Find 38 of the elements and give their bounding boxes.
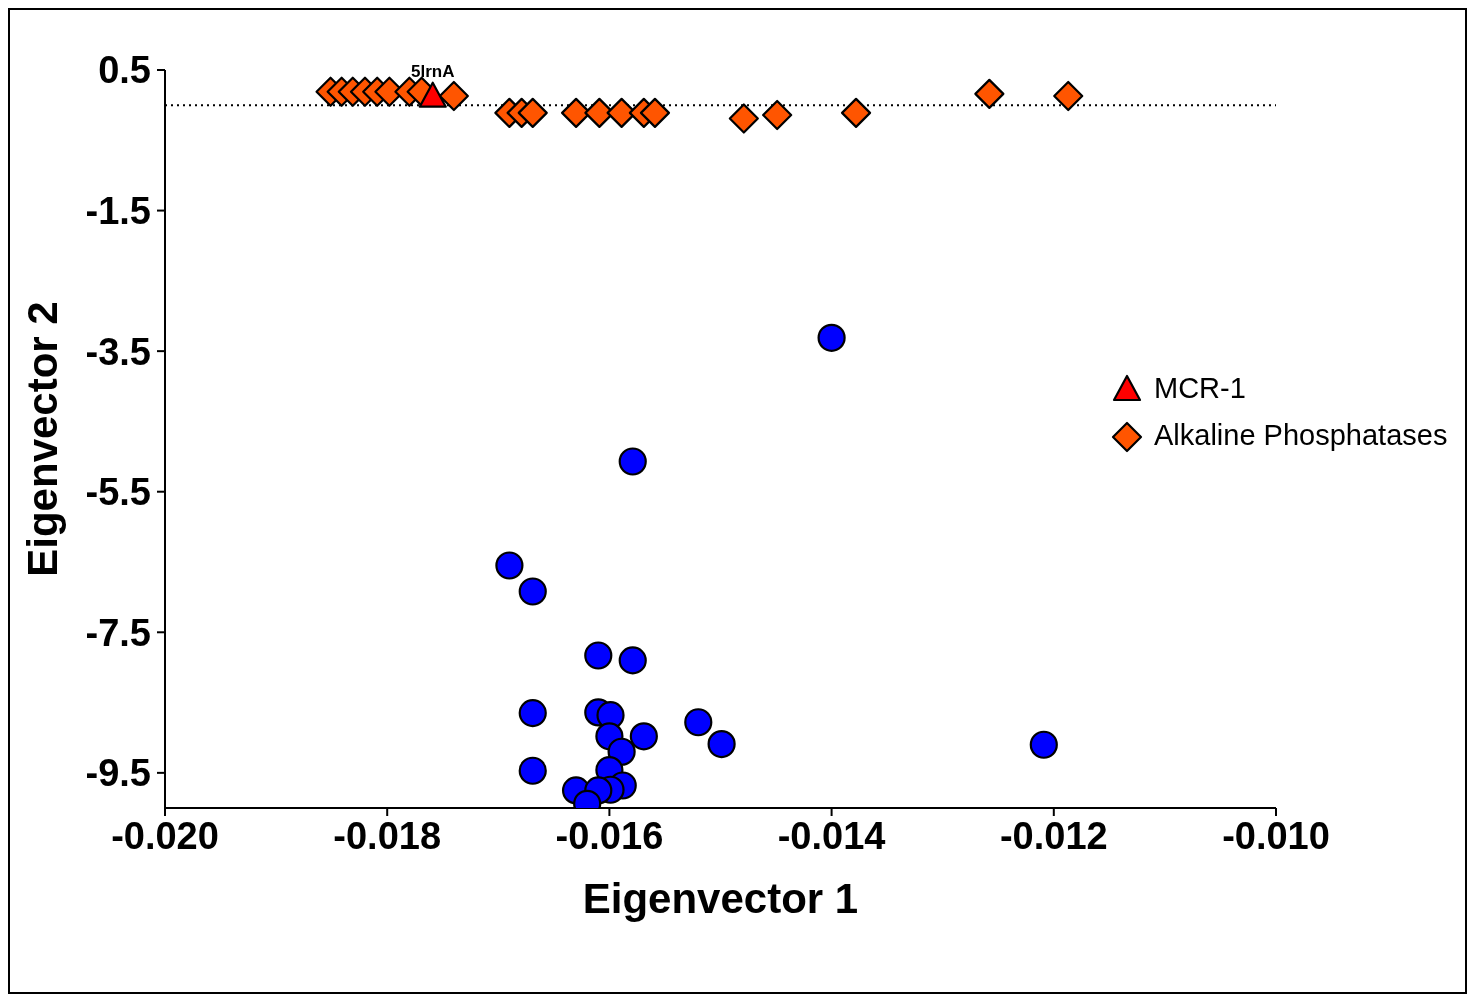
- point: [629, 722, 658, 751]
- point: [707, 729, 736, 759]
- point: [584, 641, 613, 670]
- y-tick-label: -3.5: [85, 330, 151, 373]
- x-tick-label: -0.012: [999, 814, 1108, 857]
- x-tick-label: -0.016: [555, 814, 664, 857]
- y-tick-label: 0.5: [98, 49, 151, 92]
- point: [817, 323, 846, 352]
- point: [438, 80, 469, 112]
- legend-label: MCR-1: [1154, 372, 1246, 405]
- x-axis-title: Eigenvector 1: [582, 875, 859, 922]
- legend-label: Alkaline Phosphatases: [1154, 419, 1448, 452]
- point: [618, 646, 647, 675]
- x-tick-label: -0.010: [1222, 814, 1330, 857]
- x-tick-label: -0.014: [777, 814, 886, 857]
- y-tick-label: -7.5: [85, 611, 151, 654]
- point: [762, 99, 793, 131]
- point: [418, 81, 447, 108]
- point: [639, 97, 671, 128]
- annotation: 5lrnA: [411, 61, 455, 81]
- point: [518, 699, 547, 728]
- y-tick-label: -1.5: [85, 190, 151, 233]
- point: [518, 756, 547, 785]
- y-axis-title: Eigenvector 2: [18, 301, 66, 577]
- point: [728, 103, 759, 134]
- point: [840, 97, 872, 128]
- point: [618, 447, 647, 476]
- point: [974, 78, 1005, 109]
- x-tick-label: -0.018: [333, 814, 442, 857]
- point: [1053, 80, 1084, 112]
- point: [517, 97, 548, 128]
- point: [684, 708, 713, 737]
- x-tick-label: -0.020: [111, 814, 219, 857]
- point: [495, 551, 524, 580]
- y-tick-label: -9.5: [85, 752, 151, 795]
- point: [518, 577, 547, 606]
- y-tick-label: -5.5: [85, 471, 151, 514]
- point: [1029, 730, 1058, 759]
